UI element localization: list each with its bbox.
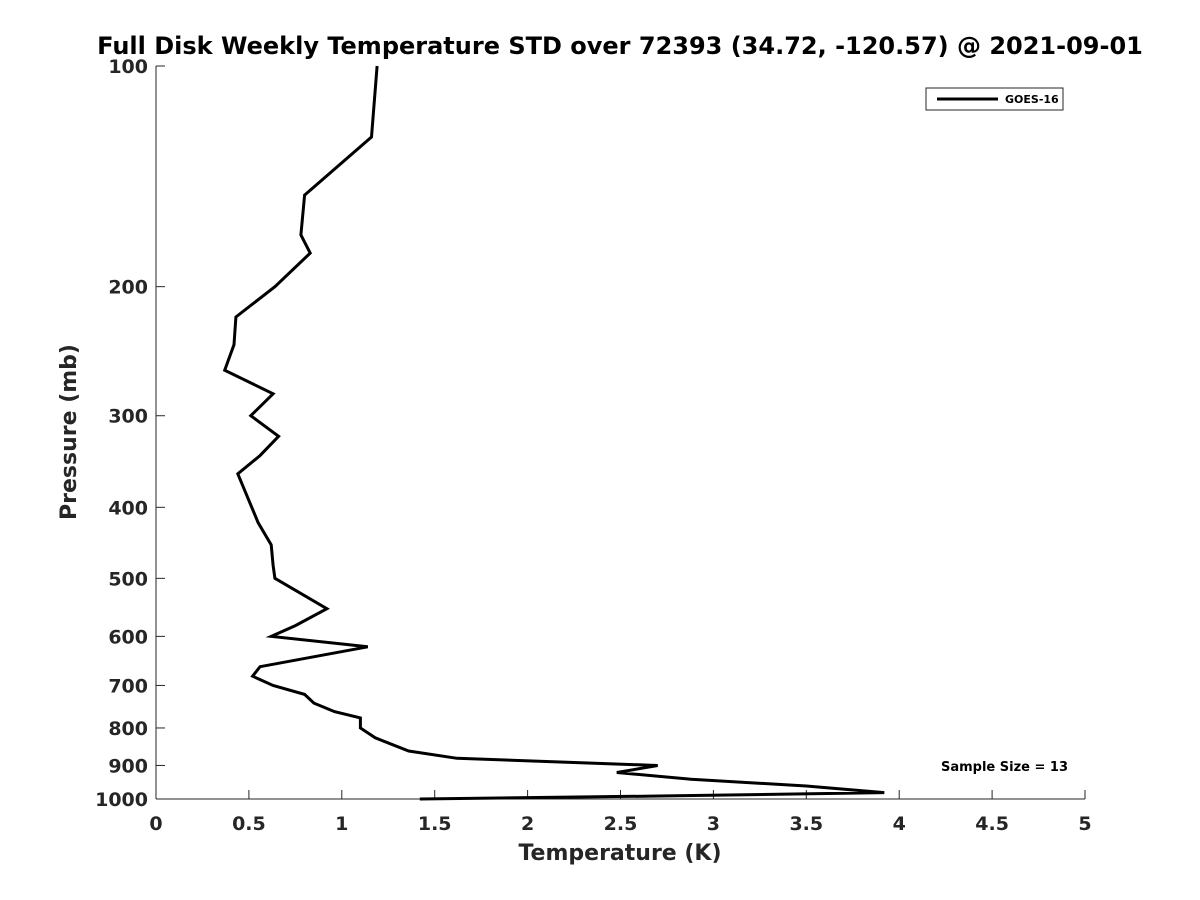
y-tick-label: 1000: [95, 789, 148, 811]
x-tick-label: 2.5: [604, 813, 638, 835]
y-axis-label: Pressure (mb): [57, 344, 82, 520]
x-tick-label: 0.5: [232, 813, 266, 835]
x-tick-label: 4: [893, 813, 906, 835]
y-tick-label: 400: [108, 497, 148, 519]
x-tick-label: 1.5: [418, 813, 452, 835]
y-tick-label: 500: [108, 568, 148, 590]
x-tick-label: 3.5: [789, 813, 823, 835]
x-axis-label: Temperature (K): [518, 841, 721, 866]
y-tick-label: 600: [108, 626, 148, 648]
x-tick-label: 1: [335, 813, 348, 835]
series-line-goes-16: [222, 65, 885, 801]
y-tick-label: 200: [108, 277, 148, 299]
chart-title: Full Disk Weekly Temperature STD over 72…: [97, 32, 1143, 60]
x-tick-label: 5: [1078, 813, 1091, 835]
sample-size-annotation: Sample Size = 13: [941, 760, 1068, 775]
y-tick-label: 100: [108, 56, 148, 78]
legend: GOES-16: [925, 87, 1064, 111]
x-tick-label: 4.5: [975, 813, 1009, 835]
y-tick-label: 300: [108, 406, 148, 428]
y-tick-label: 900: [108, 755, 148, 777]
plot-area: [222, 65, 885, 801]
y-tick-label: 700: [108, 675, 148, 697]
x-tick-label: 3: [707, 813, 720, 835]
y-tick-label: 800: [108, 718, 148, 740]
legend-label-goes-16: GOES-16: [1005, 93, 1059, 106]
x-tick-label: 2: [521, 813, 534, 835]
axes: 0 0.5 1 1.5 2 2.5 3 3.5 4 4.5 5 100 200 300 400 500 600 7…: [95, 56, 1092, 835]
x-tick-label: 0: [149, 813, 162, 835]
